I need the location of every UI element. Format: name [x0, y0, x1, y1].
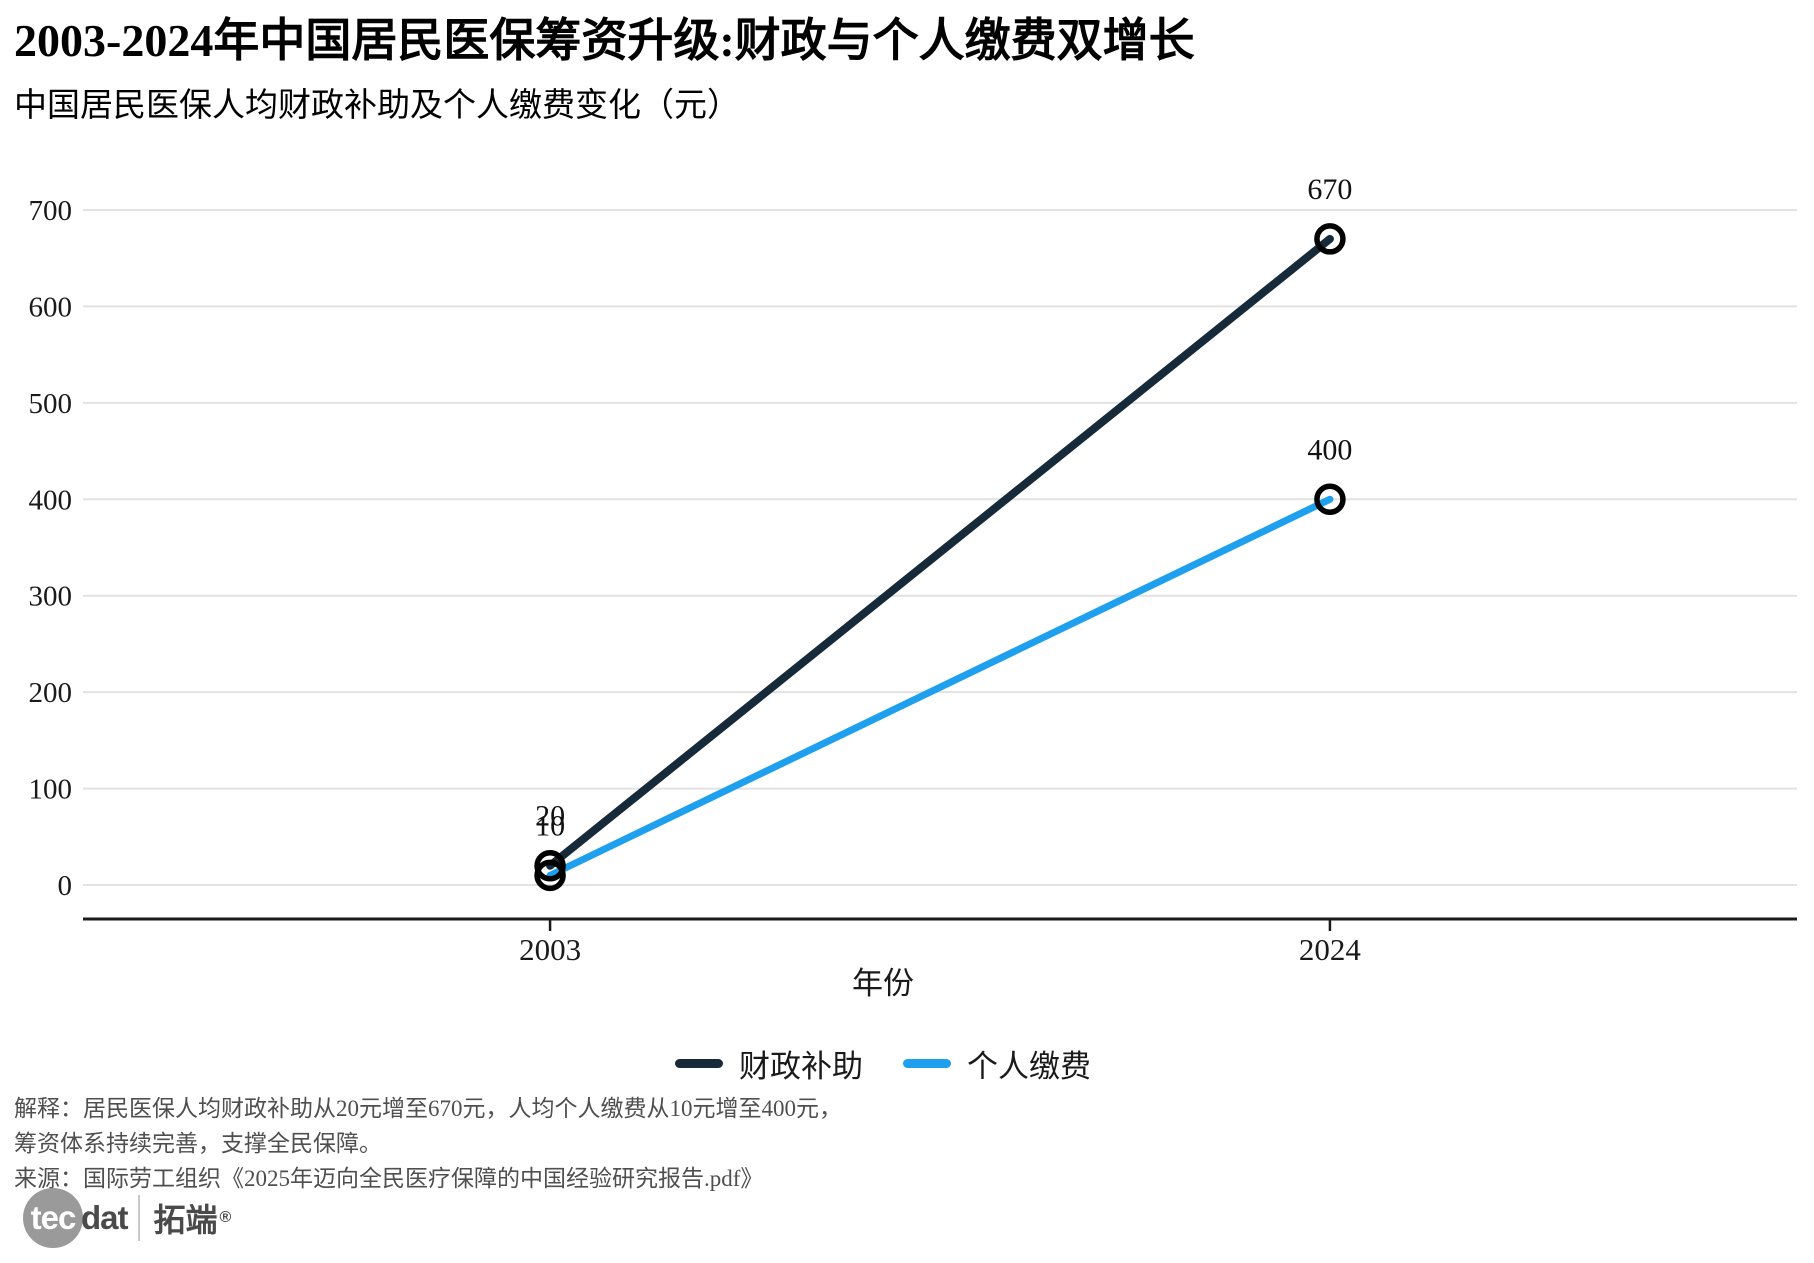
data-point-label-s0-2003: 20 [535, 800, 565, 833]
tecdat-logo-circle-text: tec [30, 1199, 77, 1236]
data-point-marker-s1-2003 [534, 859, 566, 892]
page-title: 2003-2024年中国居民医保筹资升级:财政与个人缴费双增长 [14, 15, 1195, 66]
data-point-marker-s1-2024 [1314, 483, 1346, 516]
y-tick-label-500: 500 [29, 388, 73, 420]
chart-footnote: 解释：居民医保人均财政补助从20元增至670元，人均个人缴费从10元增至400元… [14, 1091, 1514, 1196]
legend-label-individual-payment: 个人缴费 [967, 1048, 1091, 1084]
footnote-explain-line1: 解释：居民医保人均财政补助从20元增至670元，人均个人缴费从10元增至400元… [14, 1096, 842, 1121]
data-point-marker-s0-2024 [1314, 223, 1346, 255]
page-subtitle: 中国居民医保人均财政补助及个人缴费变化（元） [14, 88, 740, 124]
legend-swatch-fiscal-subsidy [675, 1058, 723, 1068]
chart-legend: 财政补助 个人缴费 [0, 1038, 1766, 1088]
data-point-label-s0-2024: 670 [1307, 173, 1352, 206]
y-tick-label-400: 400 [29, 484, 73, 516]
footnote-source-line: 来源：国际劳工组织《2025年迈向全民医疗保障的中国经验研究报告.pdf》 [14, 1166, 764, 1191]
tuoduan-brand-text: 拓端 [153, 1202, 218, 1238]
chart-svg: 0 100 200 300 400 500 600 700 2003 2024 年份 20 670 10 4… [29, 173, 1797, 1001]
series-line-1 [546, 495, 1334, 879]
y-tick-label-200: 200 [29, 677, 73, 709]
y-tick-label-300: 300 [29, 581, 73, 613]
legend-label-fiscal-subsidy: 财政补助 [739, 1048, 863, 1084]
series-line-0 [546, 234, 1334, 870]
footnote-explain-line2: 筹资体系持续完善，支撑全民保障。 [14, 1131, 382, 1156]
registered-trademark-symbol: ® [219, 1209, 232, 1226]
data-point-label-s1-2024: 400 [1307, 433, 1352, 466]
data-point-label-s1-2003: 10 [535, 809, 565, 842]
tecdat-logo-circle: tec [23, 1188, 83, 1248]
tecdat-logo: tec dat 拓端 ® [23, 1188, 231, 1248]
logo-divider [137, 1195, 140, 1241]
y-tick-label-600: 600 [29, 291, 73, 323]
y-tick-label-100: 100 [29, 774, 73, 806]
line-chart: 0 100 200 300 400 500 600 700 2003 2024 年份 20 670 10 4… [0, 150, 1814, 1010]
legend-item-individual-payment: 个人缴费 [903, 1041, 1091, 1086]
data-point-marker-s0-2003 [534, 849, 566, 882]
x-tick-label-2003: 2003 [519, 932, 581, 967]
tecdat-logo-suffix-text: dat [81, 1199, 128, 1236]
y-tick-label-700: 700 [29, 195, 73, 227]
legend-item-fiscal-subsidy: 财政补助 [675, 1041, 863, 1086]
x-axis-title: 年份 [852, 966, 914, 1001]
x-tick-label-2024: 2024 [1299, 932, 1362, 967]
legend-swatch-individual-payment [903, 1058, 951, 1068]
y-tick-label-0: 0 [58, 870, 73, 902]
